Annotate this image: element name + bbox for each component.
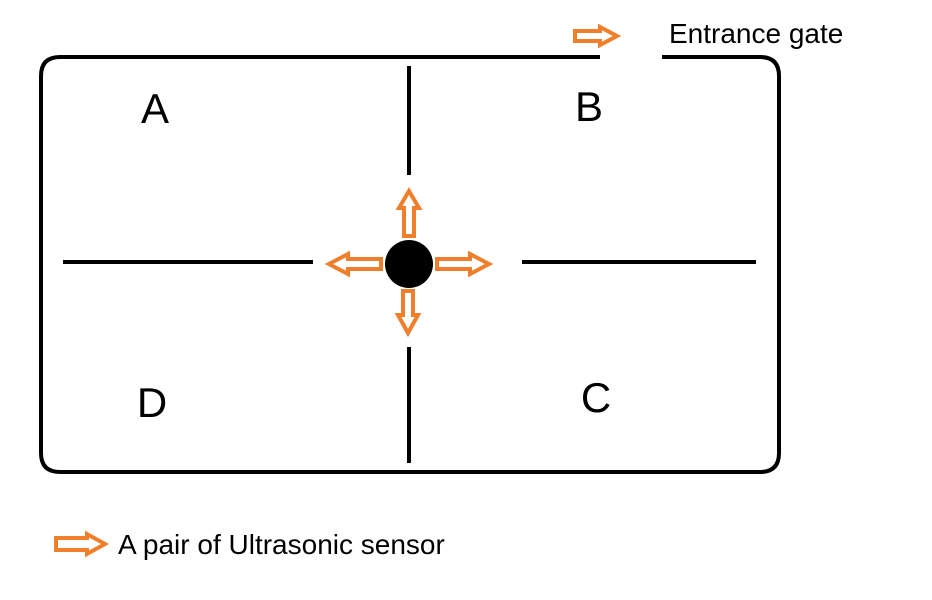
zone-label-c: C: [581, 374, 611, 421]
zone-label-b: B: [575, 83, 603, 130]
zone-label-d: D: [137, 379, 167, 426]
entrance-arrow-icon: [573, 23, 622, 49]
sensor-arrow-up: [395, 187, 423, 238]
zone-label-a: A: [141, 85, 169, 132]
sensor-arrow-down: [394, 289, 422, 338]
boundary-wall: [39, 55, 781, 474]
sensor-arrow-left: [324, 250, 383, 278]
legend-label: A pair of Ultrasonic sensor: [118, 529, 445, 560]
sensor-hub: [385, 240, 433, 288]
entrance-gate-label: Entrance gate: [669, 18, 843, 49]
legend-arrow-icon: [54, 530, 110, 558]
sensor-arrow-right: [435, 250, 494, 278]
